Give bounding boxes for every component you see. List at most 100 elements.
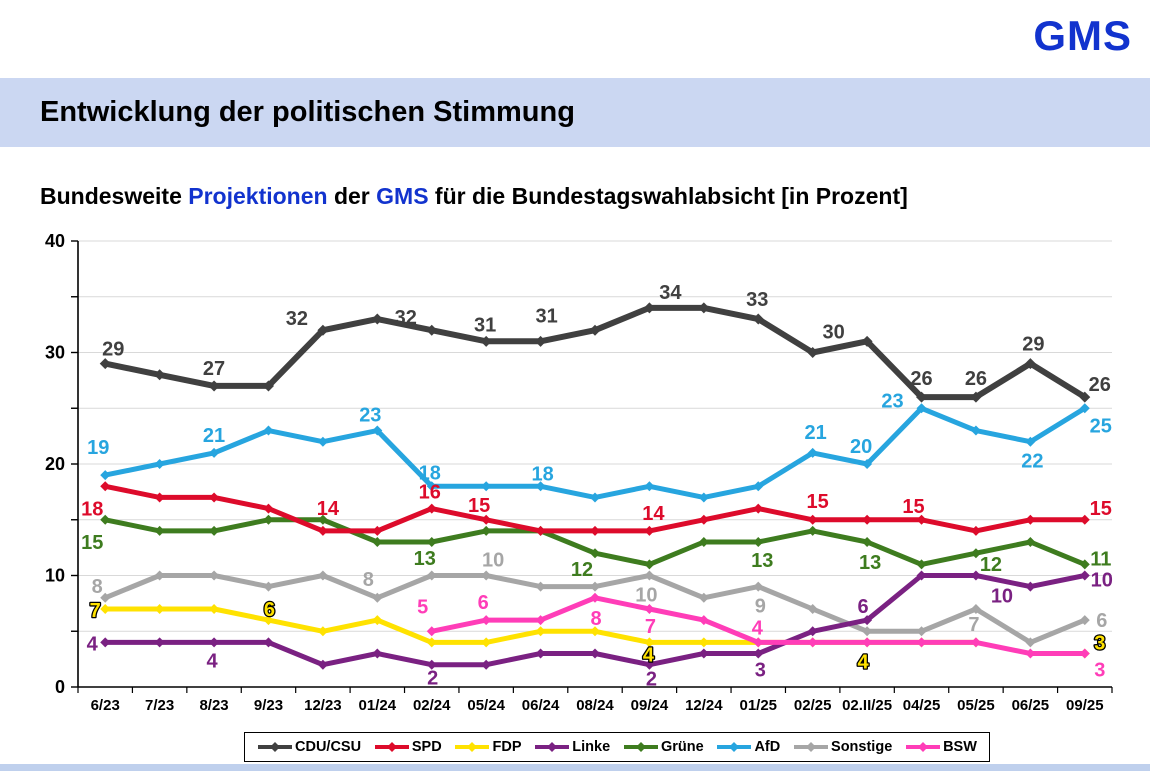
svg-text:7: 7 (968, 614, 979, 636)
legend-line-marker-icon (455, 742, 490, 752)
svg-text:12/24: 12/24 (685, 697, 723, 714)
series-line-Sonstige (100, 570, 1090, 648)
svg-text:12: 12 (571, 559, 593, 581)
trend-line-chart: 0 10 20 30 40 6/23 7/23 8/23 9/23 12/23 01/24 02/24… (45, 231, 1113, 714)
svg-text:27: 27 (203, 358, 225, 380)
svg-text:0: 0 (55, 677, 65, 697)
svg-text:20: 20 (45, 454, 65, 474)
svg-text:4: 4 (858, 651, 870, 673)
legend-item-BSW: BSW (905, 739, 977, 755)
series-labels-AfD: 19 21 23 18 18 21 20 23 22 25 (87, 390, 1112, 485)
legend-line-marker-icon (374, 742, 409, 752)
svg-text:15: 15 (1090, 498, 1112, 520)
svg-text:33: 33 (746, 289, 768, 311)
svg-text:7: 7 (90, 600, 101, 622)
svg-text:3: 3 (1094, 633, 1105, 655)
legend-label: SPD (411, 739, 442, 755)
subtitle-highlight-gms: GMS (376, 183, 429, 209)
svg-text:26: 26 (965, 368, 987, 390)
legend-item-AfD: AfD (716, 739, 780, 755)
svg-text:02.II/25: 02.II/25 (842, 697, 892, 714)
x-axis-labels: 6/23 7/23 8/23 9/23 12/23 01/24 02/24 05/24 06/2… (91, 697, 1104, 714)
series-labels-Sonstige: 8 8 10 10 9 7 6 (92, 550, 1108, 636)
legend-label: FDP (492, 739, 522, 755)
svg-text:32: 32 (395, 307, 417, 329)
svg-text:2: 2 (427, 668, 438, 690)
svg-text:23: 23 (881, 390, 903, 412)
series-labels-SPD: 18 14 16 15 14 15 15 15 (81, 482, 1112, 525)
svg-text:22: 22 (1021, 451, 1043, 473)
svg-text:02/24: 02/24 (413, 697, 451, 714)
svg-text:29: 29 (102, 339, 124, 361)
subtitle-text: für die Bundestagswahlabsicht [in Prozen… (428, 183, 908, 209)
svg-text:4: 4 (643, 644, 655, 666)
series-line-SPD (100, 481, 1090, 536)
legend-label: Linke (572, 739, 611, 755)
svg-text:6: 6 (264, 599, 275, 621)
series-line-Linke (100, 570, 1090, 670)
title-band: Entwicklung der politischen Stimmung (0, 78, 1150, 147)
series-line-BSW (426, 592, 1090, 659)
svg-text:31: 31 (535, 305, 557, 327)
svg-text:01/24: 01/24 (359, 697, 397, 714)
gridlines (78, 240, 1112, 632)
svg-text:12: 12 (980, 554, 1002, 576)
legend-label: Grüne (660, 739, 704, 755)
axes (71, 240, 1113, 693)
svg-text:18: 18 (419, 462, 441, 484)
svg-text:9: 9 (755, 596, 766, 618)
series-line-Grüne (100, 514, 1090, 570)
svg-text:8: 8 (92, 576, 103, 598)
series-labels-FDP: 7 6 4 4 3 (88, 598, 1106, 675)
svg-text:23: 23 (359, 405, 381, 427)
svg-text:30: 30 (45, 343, 65, 363)
legend-label: BSW (943, 739, 977, 755)
svg-text:20: 20 (850, 436, 872, 458)
legend-line-marker-icon (535, 742, 570, 752)
legend-line-marker-icon (258, 742, 292, 752)
svg-text:06/24: 06/24 (522, 697, 560, 714)
svg-text:3: 3 (755, 660, 766, 682)
svg-text:3: 3 (1094, 660, 1105, 682)
svg-text:16: 16 (419, 482, 441, 504)
svg-text:31: 31 (474, 314, 496, 336)
svg-text:26: 26 (910, 368, 932, 390)
svg-text:21: 21 (203, 425, 225, 447)
svg-text:09/25: 09/25 (1066, 697, 1104, 714)
svg-text:18: 18 (81, 498, 103, 520)
legend-line-marker-icon (717, 742, 752, 752)
page-title: Entwicklung der politischen Stimmung (40, 96, 575, 128)
legend-item-Grüne: Grüne (623, 739, 704, 755)
subtitle-text: der (327, 183, 377, 209)
svg-text:08/24: 08/24 (576, 697, 614, 714)
svg-text:19: 19 (87, 437, 109, 459)
series-line-CDU/CSU (99, 302, 1091, 403)
gms-logo: GMS (1033, 12, 1132, 59)
svg-text:15: 15 (81, 532, 103, 554)
svg-text:05/24: 05/24 (467, 697, 505, 714)
svg-text:29: 29 (1022, 334, 1044, 356)
chart-subtitle: Bundesweite Projektionen der GMS für die… (40, 183, 908, 210)
svg-text:32: 32 (286, 308, 308, 330)
legend-label: Sonstige (831, 739, 893, 755)
legend-label: AfD (754, 739, 781, 755)
svg-text:05/25: 05/25 (957, 697, 995, 714)
legend-item-Sonstige: Sonstige (793, 739, 892, 755)
svg-text:9/23: 9/23 (254, 697, 283, 714)
svg-text:6/23: 6/23 (91, 697, 120, 714)
svg-text:04/25: 04/25 (903, 697, 941, 714)
svg-text:01/25: 01/25 (739, 697, 777, 714)
legend-item-Linke: Linke (534, 739, 610, 755)
footer-strip (0, 764, 1150, 771)
svg-text:8: 8 (363, 569, 374, 591)
svg-text:4: 4 (87, 633, 99, 655)
svg-text:14: 14 (642, 503, 665, 525)
svg-text:10: 10 (482, 550, 504, 572)
svg-text:40: 40 (45, 231, 65, 251)
svg-text:6: 6 (1096, 610, 1107, 632)
subtitle-highlight-projektionen: Projektionen (188, 183, 328, 209)
svg-text:5: 5 (417, 596, 428, 618)
svg-text:11: 11 (1090, 548, 1111, 570)
svg-text:13: 13 (751, 550, 773, 572)
